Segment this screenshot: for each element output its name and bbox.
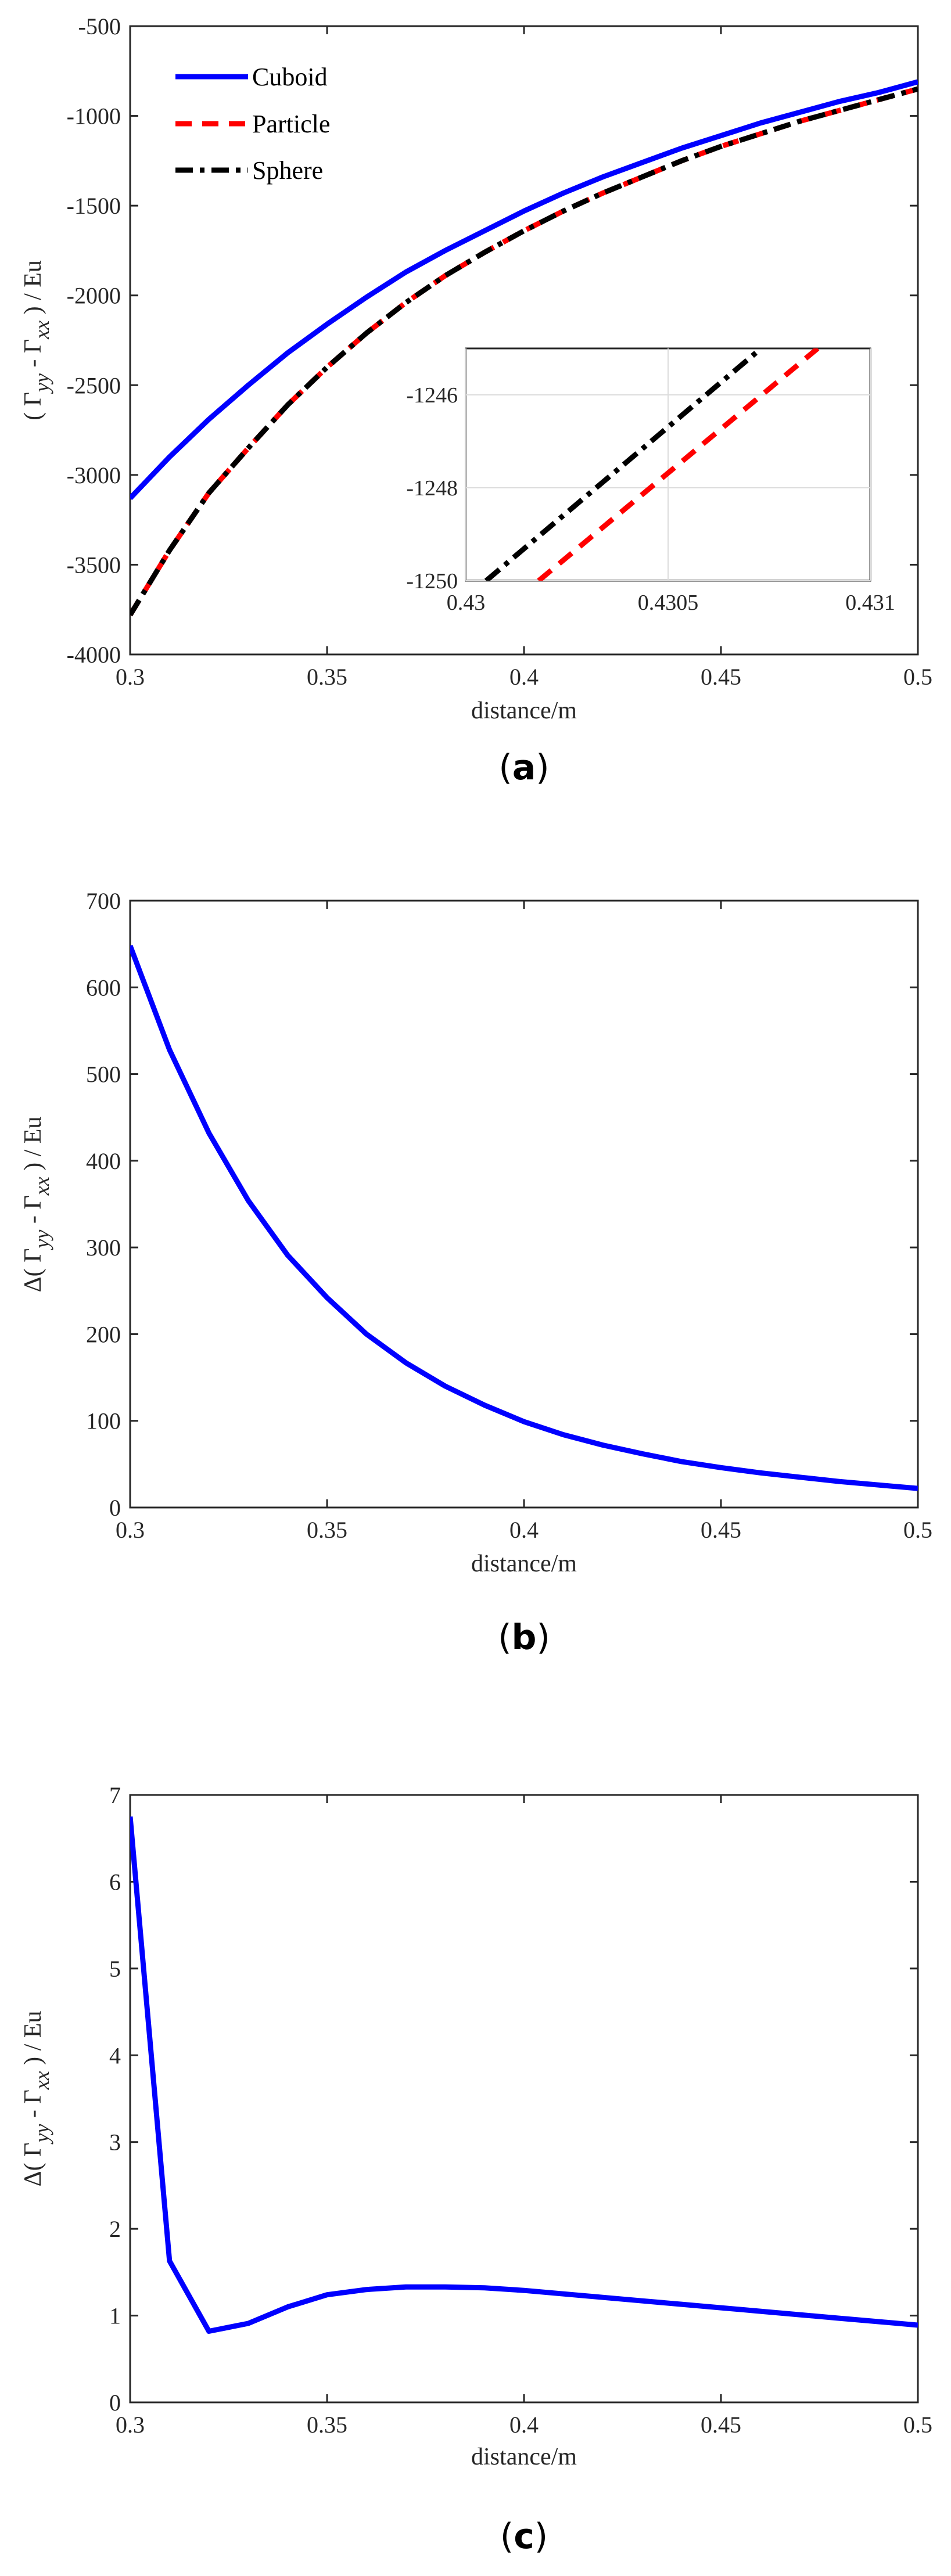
panel-a: 0.3 0.35 0.4 0.45 0.5 -4000 -3500 -3000 -2500 -20… bbox=[20, 13, 932, 788]
series-lines-b bbox=[130, 945, 918, 1491]
x-tick-label: 0.4 bbox=[509, 1517, 539, 1543]
axis-ticks-a: 0.3 0.35 0.4 0.45 0.5 -4000 -3500 -3000 -2500 -20… bbox=[67, 13, 932, 690]
y-tick-label: 2 bbox=[109, 2216, 121, 2242]
x-axis-label-b: distance/m bbox=[471, 1550, 577, 1577]
x-tick-label: 0.45 bbox=[701, 1517, 741, 1543]
y-tick-label: -500 bbox=[78, 13, 121, 39]
inset-y-tick-label: -1250 bbox=[406, 569, 458, 593]
plot-area-b bbox=[129, 900, 919, 1509]
legend-label-particle: Particle bbox=[252, 110, 330, 138]
y-tick-label: 300 bbox=[86, 1235, 121, 1261]
inset-grid bbox=[465, 348, 871, 581]
y-tick-label: 600 bbox=[86, 974, 121, 1001]
y-tick-label: -2500 bbox=[67, 372, 121, 398]
legend: Cuboid Particle Sphere bbox=[175, 63, 330, 185]
x-tick-label: 0.5 bbox=[903, 2412, 932, 2438]
y-tick-label: 4 bbox=[109, 2042, 121, 2068]
x-tick-label: 0.4 bbox=[509, 664, 539, 690]
panel-b: 0.3 0.35 0.4 0.45 0.50100200300400500600700 … bbox=[20, 888, 932, 1658]
caption-a: (a) bbox=[498, 747, 549, 788]
y-tick-label: 1 bbox=[109, 2303, 121, 2329]
y-tick-label: 6 bbox=[109, 1869, 121, 1895]
series-lines-a bbox=[130, 79, 918, 617]
series-lines-c bbox=[130, 1816, 918, 2334]
x-tick-label: 0.5 bbox=[903, 664, 932, 690]
inset-x-tick-label: 0.431 bbox=[845, 591, 895, 615]
panel-c: 0.3 0.35 0.4 0.45 0.5 0 1 2 3 4 5 6 7 distance/m Δ( … bbox=[20, 1782, 932, 2557]
inset-x-tick-label: 0.43 bbox=[447, 591, 486, 615]
y-tick-label: 100 bbox=[86, 1408, 121, 1434]
y-tick-label: -4000 bbox=[67, 642, 121, 668]
y-tick-label: -3500 bbox=[67, 552, 121, 578]
y-axis-label-a: ( Γyy - Γxx ) / Eu bbox=[20, 260, 53, 420]
y-tick-label: 500 bbox=[86, 1062, 121, 1088]
y-tick-label: 400 bbox=[86, 1148, 121, 1174]
plot-area-c bbox=[129, 1794, 919, 2404]
x-tick-label: 0.35 bbox=[307, 2412, 347, 2438]
x-tick-label: 0.5 bbox=[903, 1517, 932, 1543]
y-axis-label-b: Δ( Γyy - Γxx ) / Eu bbox=[20, 1117, 53, 1293]
legend-label-cuboid: Cuboid bbox=[252, 63, 328, 91]
y-tick-label: 3 bbox=[109, 2129, 121, 2156]
x-tick-label: 0.3 bbox=[116, 664, 145, 690]
x-tick-label: 0.35 bbox=[307, 664, 347, 690]
inset-series-line-particle bbox=[537, 348, 820, 581]
inset-plot: 0.43 0.4305 0.431 -1250 -1248 -1246 bbox=[406, 347, 895, 615]
y-tick-label: 7 bbox=[109, 1782, 121, 1808]
y-tick-label: 5 bbox=[109, 1956, 121, 1982]
inset-x-tick-label: 0.4305 bbox=[638, 591, 699, 615]
y-tick-label: -1500 bbox=[67, 193, 121, 219]
y-tick-label: 0 bbox=[109, 1495, 121, 1521]
inset-y-tick-label: -1246 bbox=[406, 383, 458, 408]
x-axis-label-a: distance/m bbox=[471, 697, 577, 724]
x-tick-label: 0.45 bbox=[701, 664, 741, 690]
inset-y-tick-label: -1248 bbox=[406, 476, 458, 501]
y-tick-label: -2000 bbox=[67, 283, 121, 309]
axis-ticks-b: 0.3 0.35 0.4 0.45 0.5 0 100 200 300 400 500 600 700 bbox=[86, 888, 932, 1543]
y-tick-label: 700 bbox=[86, 888, 121, 914]
x-tick-label: 0.3 bbox=[116, 1517, 145, 1543]
inset-series-line-sphere bbox=[484, 348, 763, 581]
series-line-delta bbox=[130, 1816, 918, 2334]
x-tick-label: 0.3 bbox=[116, 2412, 145, 2438]
x-axis-label-c: distance/m bbox=[471, 2444, 577, 2470]
y-tick-label: -1000 bbox=[67, 103, 121, 129]
series-line-sphere bbox=[130, 86, 918, 617]
axis-ticks-c: 0.3 0.35 0.4 0.45 0.5 0 1 2 3 4 5 6 7 bbox=[109, 1782, 932, 2438]
series-line-delta bbox=[130, 945, 918, 1491]
x-tick-label: 0.45 bbox=[701, 2412, 741, 2438]
y-tick-label: 0 bbox=[109, 2390, 121, 2416]
x-tick-label: 0.35 bbox=[307, 1517, 347, 1543]
legend-label-sphere: Sphere bbox=[252, 156, 323, 185]
y-axis-label-c: Δ( Γyy - Γxx ) / Eu bbox=[20, 2011, 53, 2187]
y-tick-label: -3000 bbox=[67, 462, 121, 488]
inset-series-lines bbox=[484, 348, 820, 581]
y-tick-label: 200 bbox=[86, 1321, 121, 1347]
series-line-cuboid bbox=[130, 79, 918, 501]
caption-c: (c) bbox=[500, 2516, 548, 2557]
x-tick-label: 0.4 bbox=[509, 2412, 539, 2438]
inset-axis-ticks: 0.43 0.4305 0.431 -1250 -1248 -1246 bbox=[406, 383, 895, 615]
caption-b: (b) bbox=[498, 1617, 550, 1658]
